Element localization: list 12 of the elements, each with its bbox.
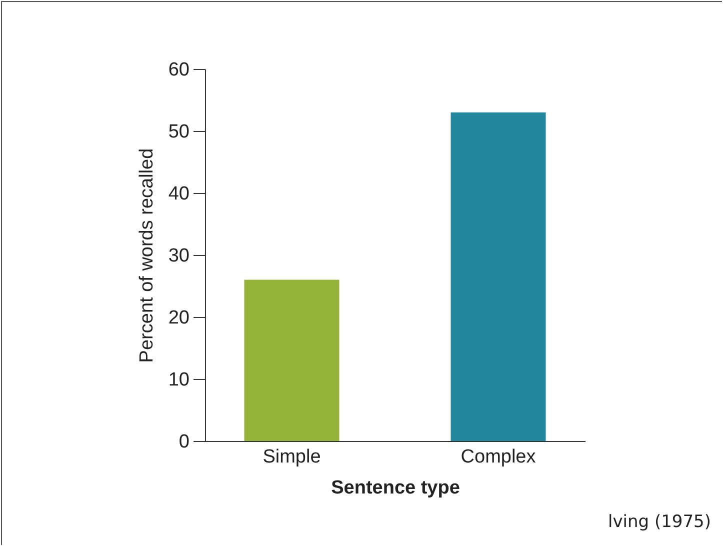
y-tick-label: 60: [168, 60, 190, 80]
y-axis-title: Percent of words recalled: [136, 148, 158, 363]
x-tick-label: Complex: [460, 446, 536, 468]
y-tick-label: 40: [168, 184, 190, 204]
y-tick-label: 50: [168, 122, 190, 142]
y-tick-label: 20: [168, 308, 190, 328]
x-tick-label: Simple: [262, 446, 321, 468]
text: lving (1975): [608, 512, 711, 532]
x-axis-title: Sentence type: [331, 478, 460, 498]
y-tick-label: 0: [178, 432, 190, 452]
y-tick-label: 10: [168, 370, 190, 390]
y-tick-label: 30: [168, 246, 190, 266]
